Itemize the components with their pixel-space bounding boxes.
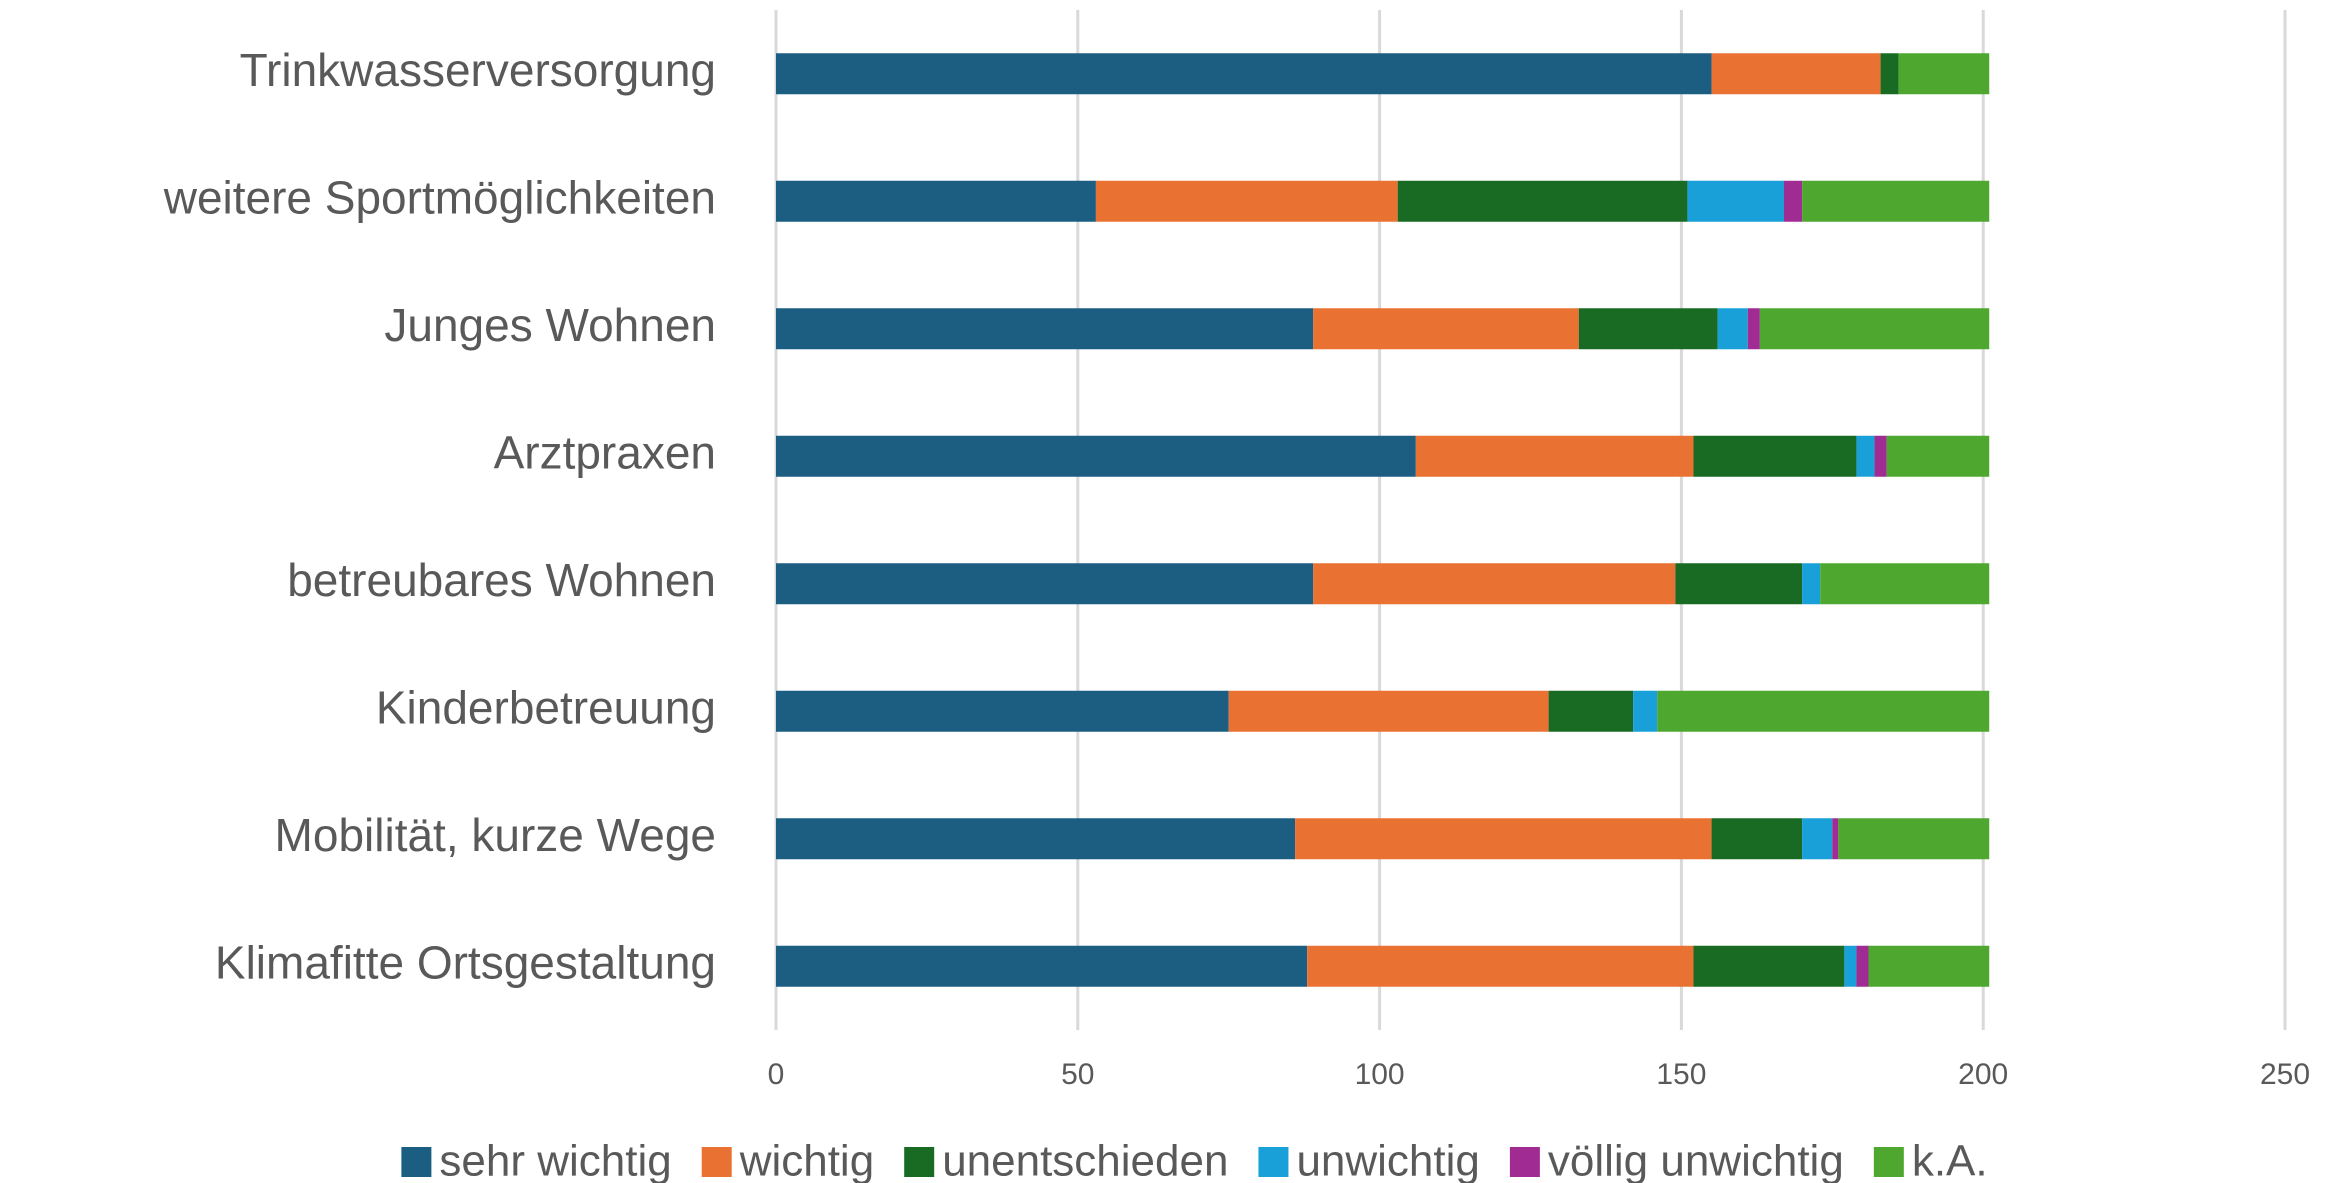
bar-segment: [1886, 435, 1990, 477]
bar-segment: [1820, 563, 1990, 605]
bar-segment: [1759, 308, 1990, 350]
bar-segment: [1711, 53, 1881, 95]
bar-segment: [1313, 563, 1676, 605]
legend-label: wichtig: [739, 1137, 875, 1183]
bar-segment: [1228, 690, 1549, 732]
bar-segment: [1856, 945, 1869, 987]
bar-segment: [1898, 53, 1990, 95]
legend-swatch: [1873, 1147, 1904, 1177]
category-label: Arztpraxen: [494, 426, 716, 478]
bar-segment: [1675, 563, 1803, 605]
x-tick-label: 0: [768, 1058, 785, 1091]
category-label: Mobilität, kurze Wege: [275, 809, 716, 861]
x-tick-label: 200: [1958, 1058, 2008, 1091]
bar-segment: [1633, 690, 1658, 732]
x-tick-label: 100: [1355, 1058, 1405, 1091]
bar-segment: [1717, 308, 1748, 350]
category-label: Junges Wohnen: [384, 299, 716, 351]
legend-label: unwichtig: [1296, 1137, 1479, 1183]
bar-segment: [776, 818, 1296, 860]
legend-label: unentschieden: [942, 1137, 1228, 1183]
x-tick-label: 50: [1061, 1058, 1094, 1091]
legend-swatch: [401, 1147, 432, 1177]
category-label: Trinkwasserversorgung: [240, 44, 716, 96]
bar-segment: [776, 180, 1096, 222]
bar-segment: [1397, 180, 1688, 222]
category-label: Klimafitte Ortsgestaltung: [215, 936, 716, 988]
bar-segment: [1880, 53, 1899, 95]
bar-segment: [1313, 308, 1579, 350]
bar-segment: [1838, 818, 1990, 860]
legend-swatch: [701, 1147, 732, 1177]
bar-segment: [776, 690, 1229, 732]
bar-segment: [776, 53, 1712, 95]
bar-segment: [1578, 308, 1718, 350]
bar-segment: [1693, 435, 1857, 477]
bar-segment: [1711, 818, 1803, 860]
bar-segment: [1874, 435, 1887, 477]
category-label: Kinderbetreuung: [376, 681, 716, 733]
bar-segment: [1802, 180, 1990, 222]
legend-swatch: [1509, 1147, 1540, 1177]
legend-label: völlig unwichtig: [1548, 1137, 1844, 1183]
bar-segment: [1844, 945, 1857, 987]
bar-segment: [776, 563, 1314, 605]
legend-swatch: [1258, 1147, 1289, 1177]
legend-swatch: [904, 1147, 935, 1177]
bar-segment: [1415, 435, 1694, 477]
bar-segment: [1802, 563, 1821, 605]
bar-segment: [1856, 435, 1875, 477]
legend-label: sehr wichtig: [439, 1137, 671, 1183]
bar-segment: [1548, 690, 1634, 732]
bar-segment: [1307, 945, 1694, 987]
bar-segment: [776, 945, 1308, 987]
bar-segment: [1687, 180, 1785, 222]
bar-segment: [1747, 308, 1760, 350]
bar-segment: [1868, 945, 1990, 987]
bar-segment: [1802, 818, 1833, 860]
bar-segment: [1784, 180, 1803, 222]
bar-segment: [776, 308, 1314, 350]
bar-segment: [776, 435, 1416, 477]
x-tick-label: 150: [1656, 1058, 1706, 1091]
bar-segment: [1095, 180, 1398, 222]
legend-label: k.A.: [1912, 1137, 1988, 1183]
bar-segment: [1657, 690, 1990, 732]
x-tick-label: 250: [2260, 1058, 2310, 1091]
bar-segment: [1693, 945, 1845, 987]
bar-segment: [1295, 818, 1712, 860]
bar-segment: [1832, 818, 1839, 860]
category-label: weitere Sportmöglichkeiten: [163, 171, 716, 223]
category-label: betreubares Wohnen: [287, 554, 716, 606]
